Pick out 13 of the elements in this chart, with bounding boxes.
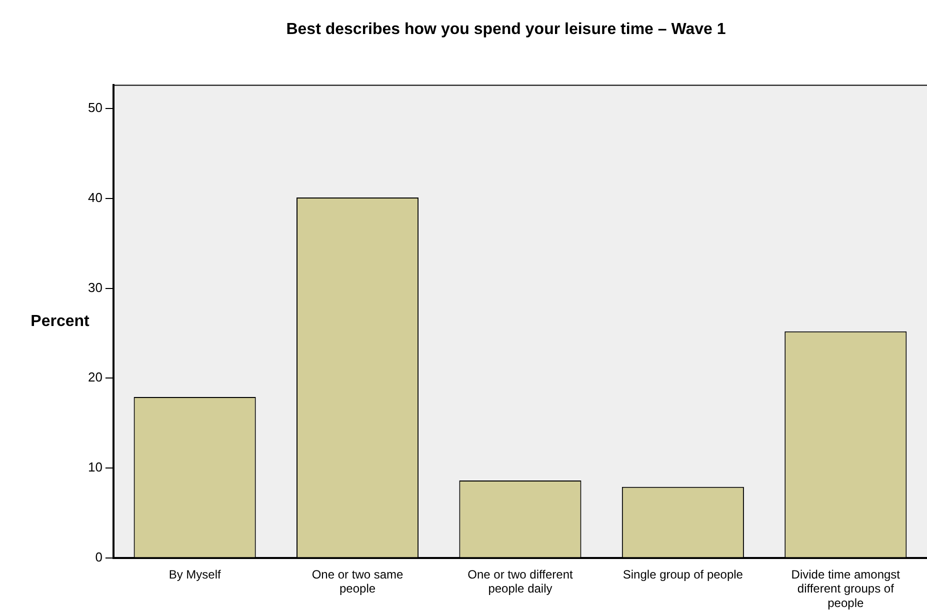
x-tick-label: One or two different people daily [468, 567, 574, 596]
y-tick-label: 10 [88, 460, 102, 475]
chart-title: Best describes how you spend your leisure time – Wave 1 [286, 21, 726, 38]
y-tick-label: 0 [95, 549, 102, 564]
y-tick-label: 20 [88, 370, 102, 385]
x-tick-label: By Myself [168, 567, 222, 582]
x-tick-label: Divide time amongst different groups of people [791, 567, 901, 610]
y-tick-label: 40 [88, 190, 102, 205]
y-tick-label: 50 [88, 100, 102, 116]
y-tick-label: 30 [88, 280, 102, 295]
x-tick-label: Single group of people [622, 567, 744, 582]
y-axis-title: Percent [30, 312, 90, 330]
x-tick-label: One or two same people [312, 567, 404, 596]
